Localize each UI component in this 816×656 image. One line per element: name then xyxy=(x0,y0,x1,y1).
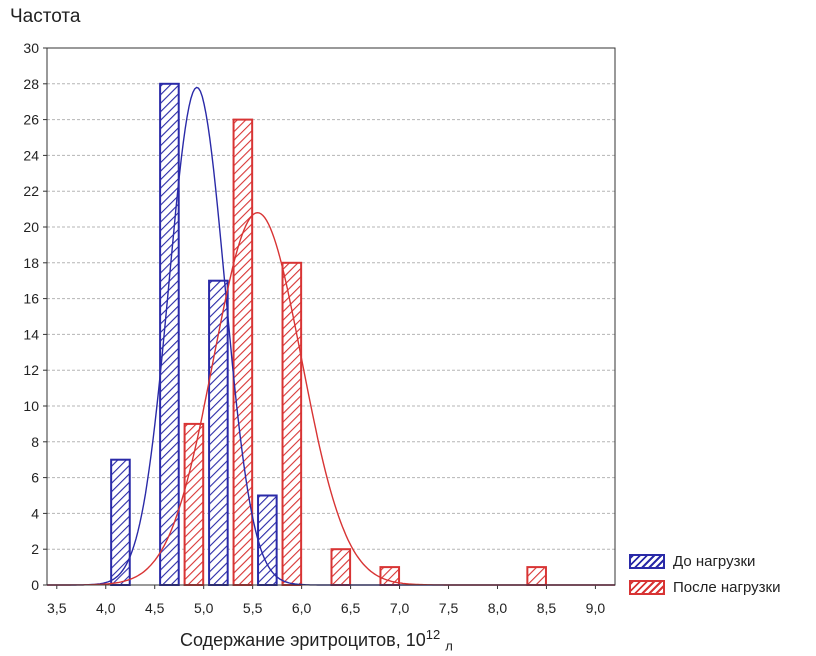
x-axis-label-exponent: 12 xyxy=(425,627,441,642)
y-tick-label: 28 xyxy=(23,76,39,92)
bar-after xyxy=(330,548,352,587)
legend-swatch-after xyxy=(629,579,665,595)
x-axis-label-unit: л xyxy=(445,638,453,654)
bar-after xyxy=(232,118,254,586)
y-tick-label: 26 xyxy=(23,112,39,128)
legend-label-before: До нагрузки xyxy=(673,552,756,570)
x-tick-label: 3,5 xyxy=(47,600,67,616)
y-tick-label: 6 xyxy=(31,470,39,486)
legend-swatch-before xyxy=(629,553,665,569)
x-tick-label: 9,0 xyxy=(586,600,606,616)
x-tick-label: 4,0 xyxy=(96,600,116,616)
y-axis-label: Частота xyxy=(10,6,81,27)
x-tick-label: 4,5 xyxy=(145,600,165,616)
y-tick-label: 2 xyxy=(31,541,39,557)
y-tick-label: 22 xyxy=(23,183,39,199)
y-tick-label: 4 xyxy=(31,505,39,521)
y-tick-label: 8 xyxy=(31,434,39,450)
x-tick-label: 6,0 xyxy=(292,600,312,616)
x-tick-label: 8,0 xyxy=(488,600,508,616)
legend-item-before: До нагрузки xyxy=(629,548,780,574)
y-tick-label: 16 xyxy=(23,291,39,307)
bar-before xyxy=(159,82,180,587)
bar-after xyxy=(183,422,205,586)
x-tick-label: 7,5 xyxy=(439,600,459,616)
x-tick-label: 6,5 xyxy=(341,600,361,616)
plot-frame xyxy=(46,47,616,586)
bar-before xyxy=(257,494,278,586)
legend: До нагрузки После нагрузки xyxy=(629,548,780,600)
bar-after xyxy=(526,566,547,586)
x-axis-label: Содержание эритроцитов, 1012 л xyxy=(180,627,453,654)
y-tick-label: 0 xyxy=(31,577,39,593)
y-tick-label: 18 xyxy=(23,255,39,271)
legend-label-after: После нагрузки xyxy=(673,578,781,596)
y-tick-label: 10 xyxy=(23,398,39,414)
y-tick-label: 14 xyxy=(23,326,39,342)
bar-before xyxy=(110,458,131,587)
y-tick-label: 12 xyxy=(23,362,39,378)
x-tick-label: 7,0 xyxy=(390,600,410,616)
x-tick-label: 5,5 xyxy=(243,600,263,616)
x-axis-label-text: Содержание эритроцитов, 10 xyxy=(180,630,426,650)
x-tick-label: 8,5 xyxy=(537,600,557,616)
plot-area xyxy=(46,47,616,586)
bar-before xyxy=(208,279,229,586)
y-tick-label: 24 xyxy=(23,147,39,163)
x-tick-label: 5,0 xyxy=(194,600,214,616)
y-tick-label: 30 xyxy=(23,40,39,56)
legend-item-after: После нагрузки xyxy=(629,574,780,600)
y-tick-label: 20 xyxy=(23,219,39,235)
